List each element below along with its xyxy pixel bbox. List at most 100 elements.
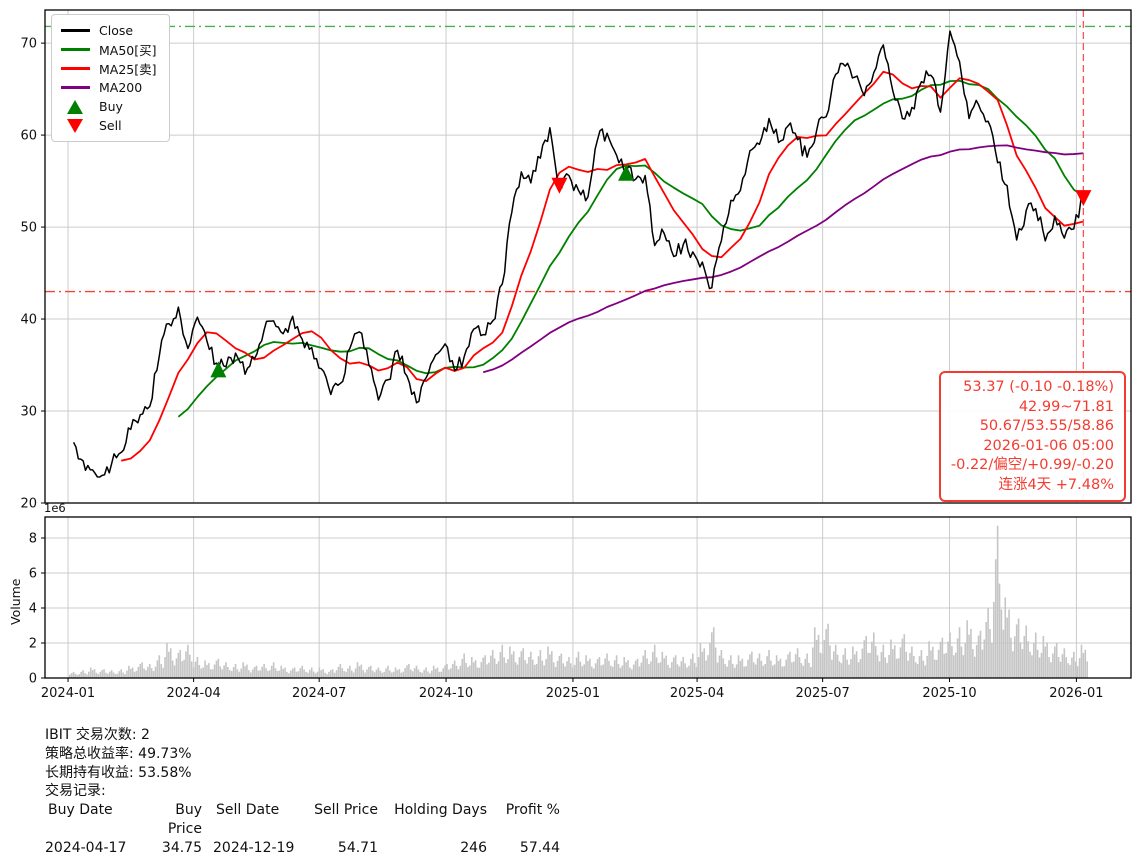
volume-bar	[895, 658, 898, 678]
volume-bar	[600, 665, 603, 678]
volume-bar	[497, 661, 500, 679]
volume-bar	[754, 664, 757, 679]
triangle-up-glyph	[67, 99, 83, 114]
volume-bar	[791, 662, 793, 678]
volume-bar	[872, 632, 875, 678]
x-tick-label: 2025-01	[546, 686, 600, 701]
volume-bar	[379, 670, 382, 678]
volume-bar	[425, 667, 427, 678]
volume-bar	[286, 671, 288, 679]
volume-bar	[339, 664, 342, 678]
volume-bar	[571, 667, 574, 678]
volume-bar	[166, 643, 168, 678]
volume-bar	[217, 658, 220, 678]
volume-bar	[289, 670, 292, 678]
sell-marker	[1075, 190, 1092, 207]
volume-bar	[411, 671, 414, 678]
summary-records-title: 交易记录:	[45, 783, 106, 800]
volume-bar	[1040, 652, 1043, 678]
volume-bar	[242, 662, 244, 678]
volume-bar	[72, 671, 75, 679]
close-line	[72, 30, 1084, 478]
volume-bar	[1067, 663, 1069, 679]
volume-bar	[1013, 636, 1016, 678]
volume-bar	[257, 670, 260, 678]
volume-bar	[482, 657, 485, 679]
volume-bar	[1059, 661, 1062, 678]
volume-bar	[625, 662, 627, 678]
volume-bar	[665, 655, 667, 678]
volume-bar	[89, 667, 92, 678]
volume-bar	[1027, 641, 1029, 678]
volume-bar	[832, 651, 835, 678]
volume-bar	[337, 666, 340, 678]
volume-bar	[417, 669, 420, 679]
volume-bar	[101, 670, 103, 679]
volume-bar	[671, 662, 673, 678]
volume-bar	[1046, 642, 1048, 678]
volume-bar	[179, 650, 182, 678]
volume-plot-border	[44, 516, 1132, 679]
volume-bar	[429, 673, 431, 679]
volume-bar	[592, 668, 595, 678]
volume-bar	[390, 672, 393, 678]
volume-bar	[419, 671, 422, 679]
volume-bar	[735, 664, 738, 678]
volume-bar	[459, 665, 462, 678]
volume-bar	[861, 648, 864, 678]
volume-bar	[1055, 643, 1058, 678]
volume-bar	[522, 648, 525, 678]
volume-bar	[190, 661, 193, 679]
volume-bar	[185, 651, 187, 678]
volume-bar	[924, 665, 927, 678]
sell-marker	[551, 177, 568, 194]
volume-bar	[556, 660, 559, 678]
volume-bar	[890, 639, 892, 678]
volume-bar	[1052, 653, 1054, 678]
volume-bar	[450, 668, 452, 679]
volume-bar	[341, 668, 344, 678]
volume-bar	[806, 653, 808, 678]
volume-bar	[880, 652, 883, 678]
volume-bar	[539, 650, 542, 678]
volume-axis-label: Volume	[8, 578, 23, 626]
volume-bar	[423, 669, 425, 678]
volume-bar	[364, 672, 366, 678]
volume-bar	[669, 667, 671, 678]
volume-bar	[238, 671, 241, 678]
volume-bar	[747, 659, 749, 679]
volume-bar	[188, 654, 191, 678]
volume-bar	[781, 666, 784, 679]
volume-bar	[994, 559, 997, 679]
volume-bar	[108, 671, 111, 678]
volume-bar	[352, 672, 355, 678]
volume-bar	[486, 664, 488, 678]
volume-bar	[869, 652, 871, 678]
volume-bar	[181, 661, 183, 678]
volume-bar	[893, 645, 896, 679]
volume-bar	[335, 670, 338, 678]
volume-bar	[916, 664, 919, 678]
volume-bar	[493, 658, 496, 678]
volume-bar	[244, 666, 246, 678]
volume-bar	[133, 671, 136, 679]
volume-bar	[137, 666, 140, 678]
col-sell-price: Sell Price	[314, 802, 378, 819]
volume-bar	[787, 654, 789, 679]
volume-bar	[939, 641, 942, 679]
volume-bar	[248, 670, 250, 679]
volume-bar	[655, 657, 658, 679]
volume-bar	[998, 583, 1001, 678]
volume-bar	[253, 666, 256, 678]
legend-label: MA25[卖]	[99, 62, 157, 77]
volume-bar	[697, 657, 700, 678]
volume-bar	[97, 674, 100, 678]
volume-bar	[1033, 642, 1035, 678]
volume-bar	[82, 670, 84, 679]
volume-bar	[897, 658, 900, 678]
volume-bar	[619, 667, 622, 678]
volume-bar	[392, 671, 395, 678]
volume-bar	[585, 655, 587, 678]
volume-bar	[627, 660, 629, 678]
volume-bar	[274, 668, 277, 678]
